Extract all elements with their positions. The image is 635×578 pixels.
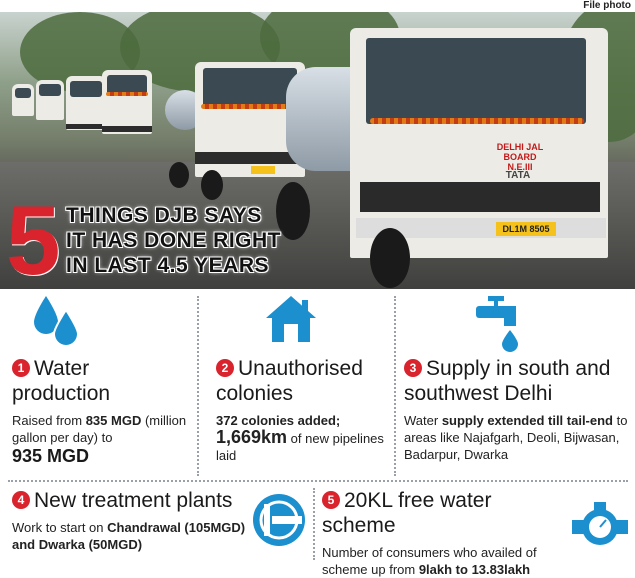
item-text: Raised from (12, 413, 86, 428)
item-text: Work to start on (12, 520, 108, 535)
item-unauthorised-colonies: 2 Unauthorised colonies 372 colonies adde… (216, 356, 388, 464)
truck-brand: TATA (505, 170, 531, 181)
item-title: Supply in south and southwest Delhi (404, 357, 611, 405)
item-text: to areas like Najafgarh, Deoli, Bijwasan… (404, 413, 628, 462)
truck-plate: DL1M 8505 (496, 222, 556, 236)
item-number: 4 (12, 491, 30, 509)
item-treatment-plants: 4 New treatment plants Work to start on C… (12, 488, 248, 553)
item-number: 3 (404, 359, 422, 377)
item-number: 1 (12, 359, 30, 377)
tap-icon (476, 296, 518, 352)
headline-line-1: THINGS DJB SAYS (66, 203, 262, 227)
item-free-water-scheme: 5 20KL free water scheme Number of consum… (322, 488, 570, 578)
divider (313, 488, 315, 560)
item-south-supply: 3 Supply in south and southwest Delhi Wat… (404, 356, 630, 463)
item-water-production: 1 Water production Raised from 835 MGD (m… (12, 356, 192, 467)
item-text: (million gallon per day) to (12, 413, 187, 445)
item-text-bold: 9lakh to 13.83lakh (418, 562, 531, 577)
headline-line-3: IN LAST 4.5 YEARS (66, 253, 269, 277)
divider (197, 296, 199, 476)
item-text: of new pipelines laid (216, 431, 384, 463)
photo-credit: File photo (583, 0, 631, 11)
water-meter-icon (572, 502, 628, 545)
water-drops-icon (34, 296, 80, 347)
headline: 5 THINGS DJB SAYS IT HAS DONE RIGHT IN L… (6, 185, 282, 295)
truck-label-line1: DELHI JAL BOARD (496, 142, 544, 162)
divider (8, 480, 628, 482)
item-number: 5 (322, 491, 340, 509)
treatment-plant-icon (253, 494, 305, 546)
item-highlight: 1,669km (216, 427, 288, 447)
item-text-bold: 835 MGD (85, 413, 142, 428)
headline-line-2: IT HAS DONE RIGHT (66, 228, 282, 252)
item-text-bold: Chandrawal (105MGD) and Dwarka (50MGD) (12, 520, 246, 552)
item-title: Water production (12, 357, 111, 405)
item-text-bold: 372 colonies added; (216, 413, 341, 428)
item-text-bold: supply extended till tail-end (441, 413, 614, 428)
tanker-photo: DELHI JAL BOARD N.E.III TATA DL1M 8505 (0, 12, 635, 289)
divider (394, 296, 396, 476)
headline-number: 5 (6, 185, 61, 295)
item-title: New treatment plants (34, 489, 233, 512)
house-icon (266, 296, 316, 342)
truck-label-line2: N.E.III (507, 162, 533, 172)
item-number: 2 (216, 359, 234, 377)
item-title: 20KL free water scheme (322, 489, 492, 537)
item-title: Unauthorised colonies (216, 357, 363, 405)
item-highlight: 935 MGD (12, 446, 90, 466)
item-text: Water (404, 413, 442, 428)
